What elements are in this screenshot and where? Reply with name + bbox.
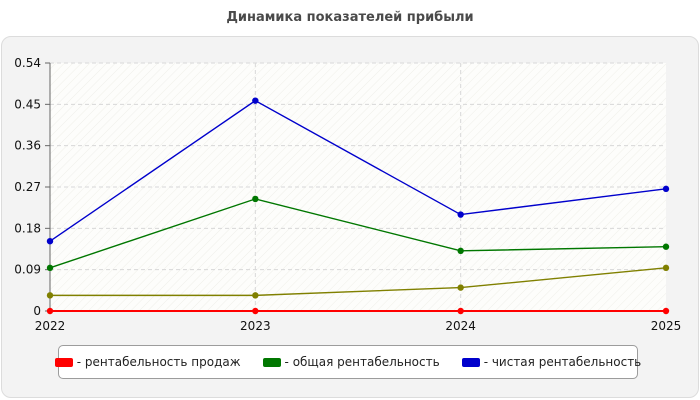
data-point-3-0[interactable] xyxy=(46,292,54,299)
legend-item-total[interactable]: - общая рентабельность xyxy=(262,355,440,369)
legend-swatch-total xyxy=(262,357,281,367)
series-line-2 xyxy=(49,99,667,242)
y-tick-label: 0 xyxy=(33,304,41,318)
series-lines xyxy=(49,99,667,312)
y-tick-label: 0.54 xyxy=(14,56,41,70)
legend-item-net[interactable]: - чистая рентабельность xyxy=(461,355,642,369)
data-point-3-1[interactable] xyxy=(252,292,259,299)
x-tick-label: 2022 xyxy=(35,319,66,333)
data-point-0-1[interactable] xyxy=(252,307,259,315)
legend-swatch-net xyxy=(461,357,480,367)
data-point-1-2[interactable] xyxy=(457,247,464,255)
data-point-2-1[interactable] xyxy=(252,97,259,104)
data-point-2-3[interactable] xyxy=(662,185,670,193)
x-tick-label: 2023 xyxy=(240,319,271,333)
data-point-3-2[interactable] xyxy=(457,284,464,291)
series-points xyxy=(46,97,670,315)
data-point-3-3[interactable] xyxy=(662,264,670,272)
series-line-1 xyxy=(49,198,667,269)
y-tick-label: 0.36 xyxy=(14,139,41,153)
grid-lines xyxy=(50,62,666,311)
chart-title: Динамика показателей прибыли xyxy=(226,10,474,25)
data-point-0-0[interactable] xyxy=(46,307,54,315)
y-tick-label: 0.18 xyxy=(14,221,41,235)
y-tick-label: 0.45 xyxy=(14,97,41,111)
series-line-3 xyxy=(50,267,667,297)
data-point-2-0[interactable] xyxy=(46,237,54,245)
legend-swatch-sales xyxy=(54,357,73,367)
x-tick-label: 2024 xyxy=(445,319,476,333)
data-point-0-3[interactable] xyxy=(662,307,670,315)
legend-item-sales[interactable]: - рентабельность продаж xyxy=(54,355,241,369)
x-tick-label: 2025 xyxy=(651,319,682,333)
data-point-2-2[interactable] xyxy=(457,211,464,218)
legend: - рентабельность продаж - общая рентабел… xyxy=(54,345,641,379)
legend-label-sales: - рентабельность продаж xyxy=(76,355,241,369)
data-point-0-2[interactable] xyxy=(457,307,464,315)
y-tick-label: 0.27 xyxy=(14,180,41,194)
tick-labels: 0 0.09 0.18 0.27 0.36 0.45 0.54 2022 2023 2024 202… xyxy=(14,56,681,333)
data-point-1-3[interactable] xyxy=(662,243,670,250)
legend-label-net: - чистая рентабельность xyxy=(483,355,642,369)
legend-label-total: - общая рентабельность xyxy=(284,355,440,369)
y-tick-label: 0.09 xyxy=(14,263,41,277)
data-point-1-0[interactable] xyxy=(46,264,54,272)
data-point-1-1[interactable] xyxy=(252,195,259,203)
